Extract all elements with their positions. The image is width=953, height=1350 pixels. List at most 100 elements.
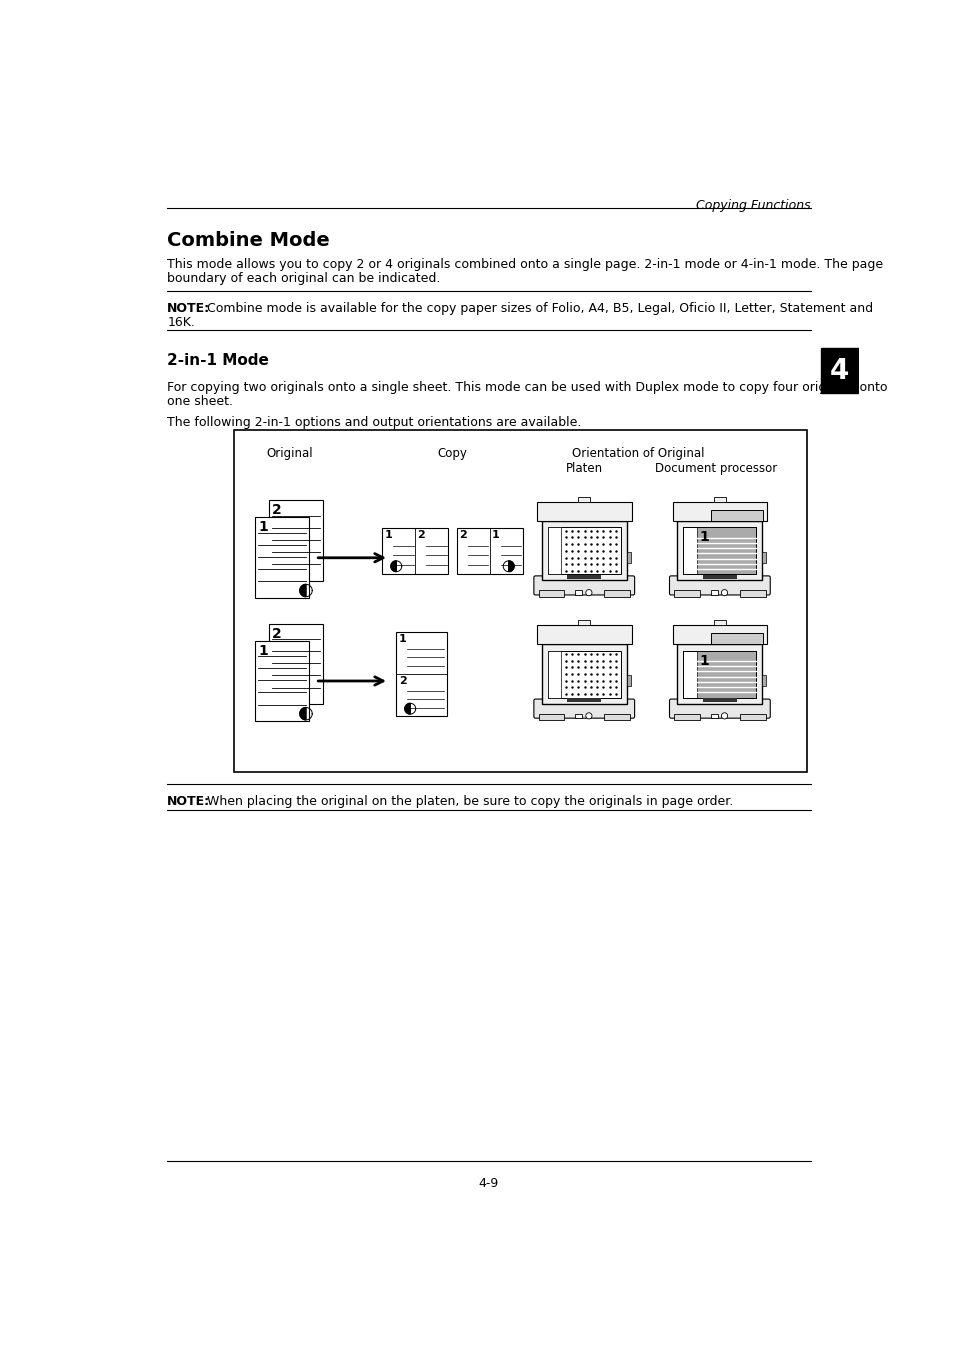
Bar xyxy=(456,528,522,574)
Polygon shape xyxy=(299,585,306,597)
Bar xyxy=(674,590,699,597)
Bar xyxy=(269,501,323,582)
FancyBboxPatch shape xyxy=(534,576,634,595)
Text: Copy: Copy xyxy=(437,447,467,460)
Bar xyxy=(672,625,766,644)
Bar xyxy=(696,651,756,698)
Bar xyxy=(254,640,309,721)
Bar xyxy=(682,528,756,574)
Circle shape xyxy=(585,590,592,595)
Text: 2: 2 xyxy=(458,531,466,540)
Circle shape xyxy=(720,590,727,595)
Bar xyxy=(575,714,581,718)
Bar xyxy=(713,621,725,625)
Bar xyxy=(761,552,765,563)
Text: Original: Original xyxy=(266,447,313,460)
Bar xyxy=(567,698,600,702)
Circle shape xyxy=(585,713,592,720)
Bar xyxy=(537,502,631,521)
Bar xyxy=(702,698,736,702)
Circle shape xyxy=(720,713,727,720)
Polygon shape xyxy=(404,703,410,714)
Bar xyxy=(710,509,761,521)
Bar xyxy=(537,625,631,644)
Bar xyxy=(682,528,696,574)
Bar xyxy=(677,644,761,703)
Text: 2: 2 xyxy=(417,531,425,540)
Text: 1: 1 xyxy=(384,531,392,540)
Bar xyxy=(740,714,765,720)
Bar xyxy=(682,528,756,574)
Bar xyxy=(696,528,756,574)
Bar xyxy=(575,590,581,595)
Text: 1: 1 xyxy=(699,653,709,668)
Text: NOTE:: NOTE: xyxy=(167,795,211,807)
Bar xyxy=(547,651,560,698)
Bar xyxy=(254,517,309,598)
Text: Platen: Platen xyxy=(565,462,602,475)
Bar xyxy=(682,651,696,698)
Bar xyxy=(541,644,626,703)
Text: Document processor: Document processor xyxy=(654,462,777,475)
Text: 2: 2 xyxy=(398,675,406,686)
Bar xyxy=(713,497,725,502)
FancyBboxPatch shape xyxy=(669,699,769,718)
Bar xyxy=(710,714,717,718)
Bar xyxy=(626,675,630,686)
Text: Combine mode is available for the copy paper sizes of Folio, A4, B5, Legal, Ofic: Combine mode is available for the copy p… xyxy=(203,302,872,315)
Bar xyxy=(820,348,858,393)
Text: When placing the original on the platen, be sure to copy the originals in page o: When placing the original on the platen,… xyxy=(203,795,733,807)
Bar xyxy=(702,575,736,579)
Bar xyxy=(578,621,590,625)
Polygon shape xyxy=(391,560,395,571)
Bar xyxy=(761,675,765,686)
Text: 2: 2 xyxy=(272,626,281,641)
Bar xyxy=(547,528,560,574)
FancyBboxPatch shape xyxy=(534,699,634,718)
Text: This mode allows you to copy 2 or 4 originals combined onto a single page. 2-in-: This mode allows you to copy 2 or 4 orig… xyxy=(167,258,882,271)
Bar xyxy=(547,651,620,698)
Text: 2-in-1 Mode: 2-in-1 Mode xyxy=(167,352,269,369)
Bar xyxy=(604,590,629,597)
Bar xyxy=(537,714,563,720)
Text: 16K.: 16K. xyxy=(167,316,195,329)
Text: 1: 1 xyxy=(699,531,709,544)
Bar xyxy=(567,575,600,579)
Bar xyxy=(382,528,448,574)
Text: Orientation of Original: Orientation of Original xyxy=(572,447,704,460)
Bar xyxy=(672,502,766,521)
Bar xyxy=(395,632,446,717)
Text: Copying Functions: Copying Functions xyxy=(695,198,810,212)
Text: 1: 1 xyxy=(398,634,406,644)
Text: 2: 2 xyxy=(272,504,281,517)
Polygon shape xyxy=(508,560,514,571)
Bar xyxy=(233,429,806,772)
Bar xyxy=(710,633,761,644)
Bar xyxy=(537,590,563,597)
Text: 1: 1 xyxy=(257,521,268,535)
Bar xyxy=(269,624,323,705)
Polygon shape xyxy=(299,707,306,720)
Bar xyxy=(740,590,765,597)
Bar xyxy=(710,590,717,595)
Text: Combine Mode: Combine Mode xyxy=(167,231,330,250)
Text: 4-9: 4-9 xyxy=(478,1177,498,1189)
Bar xyxy=(541,521,626,580)
Text: one sheet.: one sheet. xyxy=(167,396,233,408)
Text: 1: 1 xyxy=(492,531,499,540)
Bar xyxy=(682,651,756,698)
FancyBboxPatch shape xyxy=(669,576,769,595)
Bar xyxy=(677,521,761,580)
Text: NOTE:: NOTE: xyxy=(167,302,211,315)
Bar xyxy=(578,497,590,502)
Bar xyxy=(604,714,629,720)
Bar xyxy=(626,552,630,563)
Text: The following 2-in-1 options and output orientations are available.: The following 2-in-1 options and output … xyxy=(167,416,581,429)
Text: 4: 4 xyxy=(829,356,848,385)
Text: 1: 1 xyxy=(257,644,268,657)
Bar xyxy=(674,714,699,720)
Text: For copying two originals onto a single sheet. This mode can be used with Duplex: For copying two originals onto a single … xyxy=(167,382,887,394)
Text: boundary of each original can be indicated.: boundary of each original can be indicat… xyxy=(167,273,440,285)
Bar xyxy=(547,528,620,574)
Bar xyxy=(682,651,756,698)
